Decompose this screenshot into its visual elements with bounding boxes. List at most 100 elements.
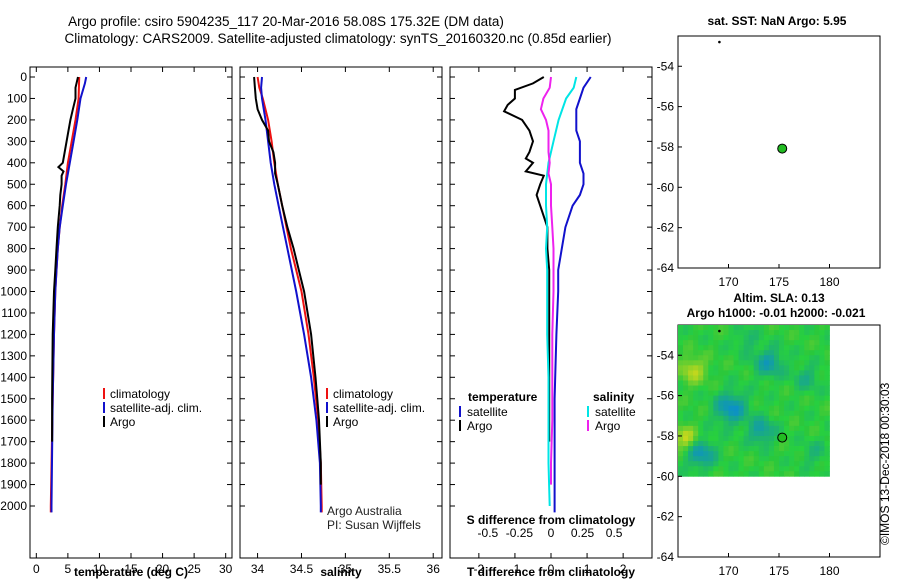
sla-heatmap-cell bbox=[708, 471, 714, 477]
sla-heatmap-cell bbox=[758, 385, 765, 391]
sla-heatmap-cell bbox=[758, 345, 765, 351]
sla-heatmap-cell bbox=[819, 400, 825, 407]
sla-heatmap-cell bbox=[708, 430, 714, 437]
sla-heatmap-cell bbox=[733, 365, 739, 371]
map-x-tick-label-map_sla: 180 bbox=[819, 564, 839, 578]
sla-heatmap-cell bbox=[799, 405, 805, 412]
x-tick-label-temperature: 0 bbox=[33, 562, 40, 576]
sla-heatmap-cell bbox=[698, 471, 704, 477]
sla-heatmap-cell bbox=[809, 451, 815, 457]
sla-heatmap-cell bbox=[743, 446, 750, 452]
sla-heatmap-cell bbox=[773, 370, 780, 376]
figure-title-line1: Argo profile: csiro 5904235_117 20-Mar-2… bbox=[68, 14, 504, 29]
sla-heatmap-cell bbox=[773, 380, 780, 386]
sla-heatmap-cell bbox=[819, 330, 825, 336]
sla-heatmap-cell bbox=[733, 430, 739, 437]
sla-heatmap-cell bbox=[794, 330, 800, 336]
sla-heatmap-cell bbox=[799, 360, 805, 366]
sla-heatmap-cell bbox=[819, 446, 825, 452]
sla-heatmap-cell bbox=[718, 466, 724, 472]
sla-heatmap-cell bbox=[819, 380, 825, 386]
sla-heatmap-cell bbox=[779, 456, 785, 462]
depth-tick-label: 200 bbox=[7, 113, 27, 127]
sla-heatmap-cell bbox=[773, 456, 780, 462]
sla-heatmap-cell bbox=[814, 415, 820, 422]
sla-heatmap-cell bbox=[809, 456, 815, 462]
sla-heatmap-cell bbox=[728, 345, 734, 351]
sla-heatmap-cell bbox=[814, 451, 820, 457]
sla-heatmap-cell bbox=[814, 380, 820, 386]
sla-heatmap-cell bbox=[708, 410, 714, 417]
legend-label-salinity: Argo bbox=[333, 415, 359, 429]
sla-heatmap-cell bbox=[713, 340, 719, 346]
sla-heatmap-cell bbox=[789, 400, 795, 407]
sla-heatmap-cell bbox=[678, 390, 684, 397]
sla-heatmap-cell bbox=[683, 430, 689, 437]
sla-heatmap-cell bbox=[763, 415, 770, 422]
sla-heatmap-cell bbox=[728, 370, 734, 376]
sla-heatmap-cell bbox=[748, 335, 755, 341]
sla-heatmap-cell bbox=[758, 375, 765, 381]
sla-heatmap-cell bbox=[768, 471, 775, 477]
sla-heatmap-cell bbox=[819, 355, 825, 361]
sla-heatmap-cell bbox=[678, 365, 684, 371]
sla-heatmap-cell bbox=[743, 466, 750, 472]
sla-heatmap-cell bbox=[814, 350, 820, 356]
sla-heatmap-cell bbox=[748, 425, 755, 432]
sla-heatmap-cell bbox=[678, 330, 684, 336]
sla-heatmap-cell bbox=[708, 340, 714, 346]
sla-heatmap-cell bbox=[728, 415, 734, 422]
sla-heatmap-cell bbox=[789, 430, 795, 437]
sla-heatmap-cell bbox=[814, 395, 820, 402]
sla-heatmap-cell bbox=[703, 451, 709, 457]
sla-heatmap-cell bbox=[758, 446, 765, 452]
sla-heatmap-cell bbox=[698, 446, 704, 452]
sla-heatmap-cell bbox=[738, 461, 745, 467]
sla-heatmap-cell bbox=[723, 380, 729, 386]
sla-heatmap-cell bbox=[779, 325, 785, 331]
sla-heatmap-cell bbox=[784, 390, 790, 397]
sla-heatmap-cell bbox=[713, 461, 719, 467]
sla-heatmap-cell bbox=[824, 350, 830, 356]
sla-heatmap-cell bbox=[733, 400, 739, 407]
sla-heatmap-cell bbox=[819, 390, 825, 397]
sla-heatmap-cell bbox=[799, 451, 805, 457]
sla-heatmap-cell bbox=[789, 441, 795, 447]
sla-heatmap-cell bbox=[779, 471, 785, 477]
sla-heatmap-cell bbox=[718, 375, 724, 381]
sla-heatmap-cell bbox=[768, 405, 775, 412]
sla-heatmap-cell bbox=[794, 461, 800, 467]
sla-heatmap-cell bbox=[814, 466, 820, 472]
sla-heatmap-cell bbox=[693, 430, 699, 437]
depth-tick-label: 1100 bbox=[1, 306, 27, 320]
sla-heatmap-cell bbox=[723, 340, 729, 346]
sla-heatmap-cell bbox=[799, 466, 805, 472]
sla-heatmap-cell bbox=[688, 420, 694, 427]
sla-heatmap-cell bbox=[748, 441, 755, 447]
sla-heatmap-cell bbox=[698, 400, 704, 407]
sla-heatmap-cell bbox=[678, 350, 684, 356]
sla-heatmap-cell bbox=[789, 461, 795, 467]
map-x-tick-label-map_sst: 170 bbox=[718, 275, 738, 289]
sla-heatmap-cell bbox=[768, 415, 775, 422]
sla-heatmap-cell bbox=[784, 380, 790, 386]
sla-heatmap-cell bbox=[809, 375, 815, 381]
sla-heatmap-cell bbox=[713, 385, 719, 391]
sla-heatmap-cell bbox=[819, 451, 825, 457]
sla-heatmap-cell bbox=[779, 420, 785, 427]
sla-heatmap-cell bbox=[779, 461, 785, 467]
sla-heatmap-cell bbox=[713, 446, 719, 452]
sla-heatmap-cell bbox=[773, 360, 780, 366]
sla-heatmap-cell bbox=[763, 340, 770, 346]
sla-heatmap-cell bbox=[728, 325, 734, 331]
sla-heatmap-field bbox=[678, 325, 830, 477]
sla-heatmap-cell bbox=[708, 461, 714, 467]
sla-heatmap-cell bbox=[718, 405, 724, 412]
sla-heatmap-cell bbox=[824, 405, 830, 412]
sla-heatmap-cell bbox=[738, 375, 745, 381]
sla-heatmap-cell bbox=[773, 410, 780, 417]
sla-heatmap-cell bbox=[683, 446, 689, 452]
sla-heatmap-cell bbox=[738, 345, 745, 351]
sla-heatmap-cell bbox=[733, 441, 739, 447]
sla-heatmap-cell bbox=[743, 340, 750, 346]
